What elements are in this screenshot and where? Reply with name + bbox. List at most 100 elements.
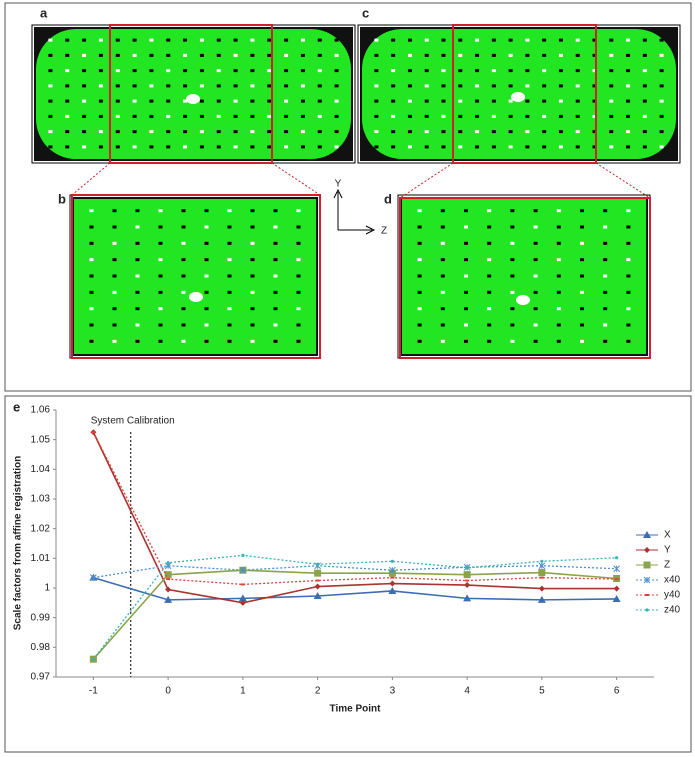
grid-dot [65, 114, 70, 118]
grid-dot [149, 53, 154, 57]
y-tick-label: 1.02 [31, 523, 51, 534]
marker [316, 562, 320, 566]
grid-dot [491, 53, 496, 57]
legend-label: z40 [664, 605, 681, 616]
x-tick-label: 2 [315, 686, 321, 697]
grid-dot [603, 307, 608, 311]
grid-dot [626, 130, 631, 134]
grid-dot [642, 114, 647, 118]
marker [538, 569, 546, 577]
grid-dot [626, 225, 631, 229]
grid-dot [417, 323, 422, 327]
grid-dot [82, 84, 87, 88]
grid-dot [135, 258, 140, 262]
grid-dot [300, 84, 305, 88]
grid-dot [112, 225, 117, 229]
blob [186, 94, 200, 104]
grid-dot [135, 339, 140, 343]
grid-dot [626, 69, 631, 73]
grid-dot [227, 339, 232, 343]
grid-dot [250, 258, 255, 262]
marker [540, 559, 544, 563]
y-axis-label: Scale factors from affine registration [13, 456, 24, 631]
grid-dot [317, 69, 322, 73]
zoom-box [399, 197, 651, 359]
legend-label: x40 [664, 575, 681, 586]
grid-dot [580, 274, 584, 278]
legend-marker [645, 608, 649, 612]
grid-dot [440, 323, 445, 327]
grid-dot [407, 114, 412, 118]
marker [538, 585, 545, 592]
grid-dot [158, 241, 163, 245]
grid-dot [609, 84, 614, 88]
grid-dot [464, 209, 468, 213]
grid-dot [89, 339, 94, 343]
grid-dot [510, 241, 515, 245]
grid-dot [659, 84, 664, 88]
marker [314, 583, 321, 590]
marker [538, 562, 546, 570]
grid-dot [556, 274, 561, 278]
grid-dot [510, 225, 515, 229]
grid-dot [334, 130, 339, 134]
grid-dot [626, 339, 631, 343]
grid-dot [199, 38, 204, 42]
zoom-box [452, 24, 597, 164]
grid-dot [558, 53, 563, 57]
grid-dot [183, 145, 188, 149]
grid-dot [603, 258, 608, 262]
grid-dot [542, 114, 547, 118]
grid-dot [487, 274, 492, 278]
grid-dot [580, 241, 584, 245]
grid-dot [82, 114, 87, 118]
grid-dot [626, 290, 631, 294]
grid-dot [334, 145, 339, 149]
grid-dot [199, 84, 204, 88]
grid-dot [149, 84, 154, 88]
grid-dot [89, 225, 94, 229]
grid-dot [556, 241, 561, 245]
grid-dot [558, 84, 563, 88]
grid-dot [475, 114, 480, 118]
grid-dot [440, 307, 445, 311]
grid-dot [374, 69, 379, 73]
grid-dot [542, 99, 547, 103]
grid-dot [233, 53, 238, 57]
grid-dot [464, 274, 468, 278]
grid-dot [227, 290, 232, 294]
grid-dot [441, 99, 446, 103]
grid-dot [250, 145, 255, 149]
grid-dot [510, 290, 515, 294]
grid-dot [227, 274, 232, 278]
grid-dot [556, 307, 561, 311]
grid-dot [132, 99, 137, 103]
legend-marker [643, 576, 651, 584]
grid-dot [227, 323, 232, 327]
grid-dot [296, 274, 301, 278]
grid-dot [580, 290, 584, 294]
marker [537, 595, 546, 603]
grid-dot [580, 339, 584, 343]
legend-marker [643, 531, 651, 538]
grid-dot [227, 225, 232, 229]
grid-dot [132, 130, 137, 134]
grid-dot [464, 307, 468, 311]
grid-dot [374, 99, 379, 103]
grid-dot [204, 274, 209, 278]
grid-dot [475, 145, 480, 149]
grid-dot [204, 209, 209, 213]
grid-dot [542, 38, 547, 42]
grid-dot [181, 323, 186, 327]
grid-dot [82, 130, 87, 134]
grid-dot [458, 53, 463, 57]
axes-icon [333, 188, 376, 235]
grid-dot [204, 290, 209, 294]
grid-dot [533, 274, 538, 278]
grid-dot [533, 323, 538, 327]
grid-dot [556, 258, 561, 262]
grid-dot [475, 53, 480, 57]
grid-dot [491, 99, 496, 103]
grid-dot [558, 145, 563, 149]
grid-dot [391, 84, 396, 88]
